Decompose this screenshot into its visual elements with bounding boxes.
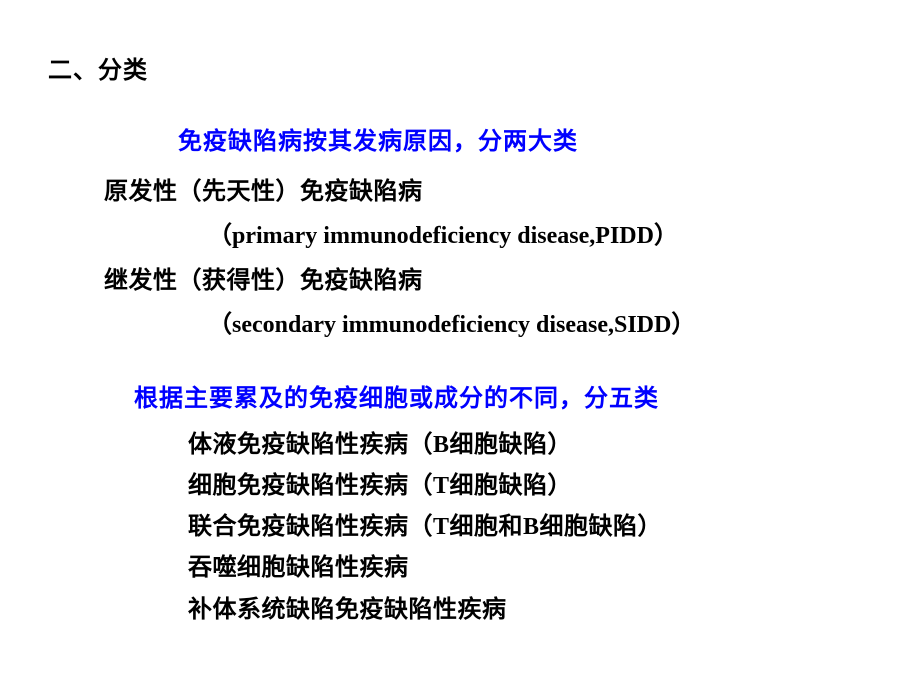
group2-item1: 体液免疫缺陷性疾病（B细胞缺陷） — [188, 425, 880, 466]
section-title: 二、分类 — [48, 50, 880, 85]
group1-item2-cn: 继发性（获得性）免疫缺陷病 — [104, 259, 880, 303]
group2-item5: 补体系统缺陷免疫缺陷性疾病 — [188, 590, 880, 631]
group1-item1-paren-text: （primary immunodeficiency disease,PIDD） — [208, 223, 678, 249]
group2-item4: 吞噬细胞缺陷性疾病 — [188, 548, 880, 589]
group1-item2-paren: （secondary immunodeficiency disease,SIDD… — [208, 303, 880, 347]
group1-item1-cn: 原发性（先天性）免疫缺陷病 — [104, 170, 880, 214]
group1-heading: 免疫缺陷病按其发病原因，分两大类 — [178, 121, 880, 156]
group1-item1-paren: （primary immunodeficiency disease,PIDD） — [208, 214, 880, 258]
group1-item2-paren-text: （secondary immunodeficiency disease,SIDD… — [208, 312, 695, 338]
group2-heading: 根据主要累及的免疫细胞或成分的不同，分五类 — [134, 378, 880, 413]
group2-item3: 联合免疫缺陷性疾病（T细胞和B细胞缺陷） — [188, 507, 880, 548]
slide-container: 二、分类 免疫缺陷病按其发病原因，分两大类 原发性（先天性）免疫缺陷病 （pri… — [0, 0, 920, 671]
group2-item2: 细胞免疫缺陷性疾病（T细胞缺陷） — [188, 466, 880, 507]
